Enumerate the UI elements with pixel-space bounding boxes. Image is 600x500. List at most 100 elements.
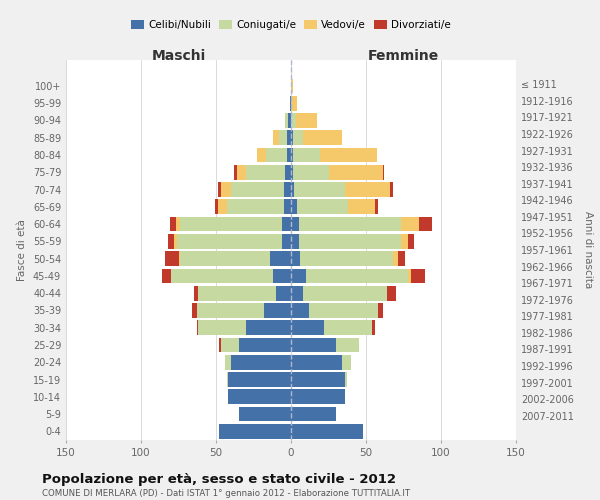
Bar (215, 200, 218, 214)
Bar (162, 268, 171, 283)
Bar (228, 372, 291, 387)
Bar (287, 130, 291, 145)
Bar (219, 424, 291, 438)
Bar (168, 234, 174, 248)
Bar (348, 200, 375, 214)
Bar (419, 217, 432, 232)
Bar (221, 182, 231, 197)
Y-axis label: Anni di nascita: Anni di nascita (583, 212, 593, 288)
Bar (342, 355, 351, 370)
Bar (299, 217, 401, 232)
Bar (239, 407, 291, 422)
Text: Popolazione per età, sesso e stato civile - 2012: Popolazione per età, sesso e stato civil… (42, 472, 396, 486)
Bar (291, 286, 303, 300)
Bar (285, 113, 288, 128)
Bar (179, 252, 180, 266)
Text: Maschi: Maschi (151, 48, 206, 62)
Bar (291, 268, 306, 283)
Bar (180, 217, 282, 232)
Bar (288, 113, 291, 128)
Bar (291, 320, 324, 335)
Bar (276, 286, 291, 300)
Bar (180, 252, 270, 266)
Bar (398, 252, 405, 266)
Text: Femmine: Femmine (368, 48, 439, 62)
Bar (234, 165, 237, 180)
Bar (165, 252, 179, 266)
Bar (309, 303, 378, 318)
Bar (282, 234, 291, 248)
Bar (296, 113, 317, 128)
Bar (293, 148, 320, 162)
Bar (401, 217, 419, 232)
Bar (393, 252, 398, 266)
Bar (228, 390, 291, 404)
Bar (291, 303, 309, 318)
Text: COMUNE DI MERLARA (PD) - Dati ISTAT 1° gennaio 2012 - Elaborazione TUTTITALIA.IT: COMUNE DI MERLARA (PD) - Dati ISTAT 1° g… (42, 489, 410, 498)
Bar (170, 217, 176, 232)
Bar (378, 303, 383, 318)
Bar (287, 148, 291, 162)
Bar (329, 165, 383, 180)
Bar (291, 372, 345, 387)
Bar (291, 182, 294, 197)
Bar (291, 407, 336, 422)
Bar (375, 200, 378, 214)
Bar (300, 252, 393, 266)
Bar (291, 424, 363, 438)
Bar (279, 130, 287, 145)
Bar (306, 268, 408, 283)
Bar (218, 182, 221, 197)
Bar (291, 130, 293, 145)
Bar (270, 252, 291, 266)
Bar (336, 338, 359, 352)
Bar (291, 234, 299, 248)
Bar (285, 165, 291, 180)
Bar (231, 182, 284, 197)
Bar (197, 303, 264, 318)
Bar (239, 338, 291, 352)
Bar (303, 286, 387, 300)
Bar (291, 200, 297, 214)
Bar (231, 355, 291, 370)
Bar (174, 234, 177, 248)
Bar (291, 78, 293, 93)
Bar (297, 200, 348, 214)
Bar (293, 165, 329, 180)
Bar (387, 286, 396, 300)
Bar (303, 130, 342, 145)
Bar (293, 130, 303, 145)
Bar (221, 338, 239, 352)
Bar (291, 355, 342, 370)
Bar (225, 355, 231, 370)
Bar (408, 234, 414, 248)
Bar (291, 217, 299, 232)
Bar (273, 268, 291, 283)
Bar (227, 200, 284, 214)
Bar (273, 130, 279, 145)
Bar (291, 390, 345, 404)
Bar (345, 182, 390, 197)
Bar (345, 372, 347, 387)
Bar (246, 320, 291, 335)
Bar (291, 252, 300, 266)
Bar (291, 165, 293, 180)
Bar (177, 234, 282, 248)
Bar (176, 217, 180, 232)
Bar (390, 182, 393, 197)
Bar (192, 303, 197, 318)
Bar (290, 96, 291, 110)
Bar (198, 320, 246, 335)
Legend: Celibi/Nubili, Coniugati/e, Vedovi/e, Divorziati/e: Celibi/Nubili, Coniugati/e, Vedovi/e, Di… (127, 16, 455, 34)
Bar (294, 182, 345, 197)
Bar (284, 200, 291, 214)
Bar (282, 217, 291, 232)
Bar (324, 320, 372, 335)
Bar (401, 234, 408, 248)
Bar (372, 320, 375, 335)
Bar (197, 320, 198, 335)
Bar (411, 268, 425, 283)
Bar (291, 338, 336, 352)
Bar (237, 165, 246, 180)
Bar (291, 113, 296, 128)
